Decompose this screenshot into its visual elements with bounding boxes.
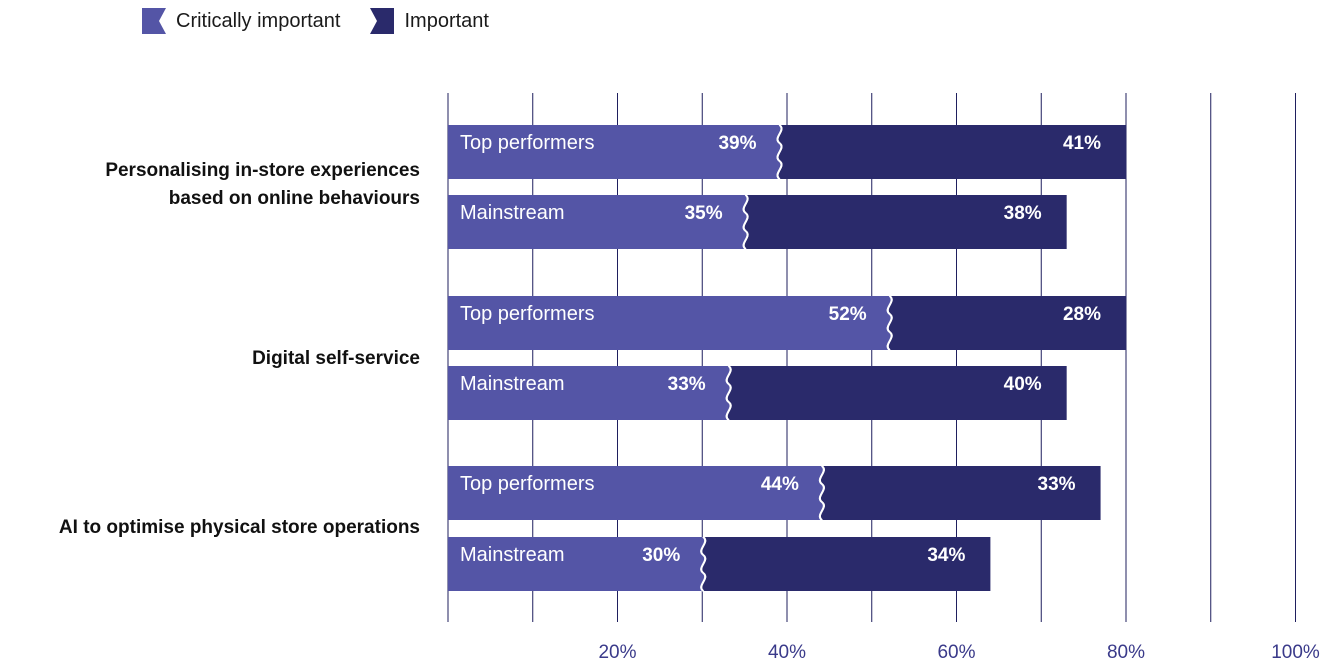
bar-group-label: Top performers [460, 132, 595, 154]
bar-critically-important [448, 537, 705, 591]
value-label-critically-important: 30% [642, 545, 680, 566]
x-tick-label: 40% [768, 642, 806, 663]
bar-important [727, 366, 1067, 420]
bar-critically-important [448, 195, 747, 249]
value-label-important: 41% [1063, 133, 1101, 154]
bar-important [744, 195, 1067, 249]
bar-separator [776, 124, 783, 180]
bar-critically-important [448, 466, 823, 520]
legend-item-important: Important [370, 8, 489, 34]
bar-important [702, 537, 991, 591]
bar-group-label: Top performers [460, 473, 595, 495]
bar-important [778, 125, 1126, 179]
legend-item-critically-important: Critically important [142, 8, 340, 34]
x-tick-label: 20% [598, 642, 636, 663]
value-label-critically-important: 33% [668, 374, 706, 395]
bar-separator [886, 295, 893, 351]
legend-swatch-important [370, 8, 395, 34]
bar-group-label: Top performers [460, 303, 595, 325]
x-tick-label: 80% [1107, 642, 1145, 663]
category-label: AI to optimise physical store operations [59, 517, 420, 538]
bar-separator [742, 194, 749, 250]
bar-critically-important [448, 125, 781, 179]
bar-critically-important [448, 296, 891, 350]
x-tick-label: 60% [937, 642, 975, 663]
legend-label-critically-important: Critically important [176, 9, 341, 32]
bar-group-label: Mainstream [460, 373, 564, 395]
category-label-line: Personalising in-store experiences [105, 160, 420, 181]
value-label-important: 33% [1038, 474, 1076, 495]
value-label-important: 34% [927, 545, 965, 566]
legend: Critically important Important [142, 8, 519, 34]
value-label-important: 38% [1004, 203, 1042, 224]
bar-critically-important [448, 366, 730, 420]
category-label-line: Digital self-service [252, 348, 420, 369]
value-label-important: 28% [1063, 304, 1101, 325]
legend-label-important: Important [404, 9, 489, 32]
bar-separator [818, 465, 825, 521]
bar-group-label: Mainstream [460, 544, 564, 566]
bar-important [888, 296, 1126, 350]
value-label-critically-important: 39% [718, 133, 756, 154]
value-label-critically-important: 35% [685, 203, 723, 224]
bar-separator [725, 365, 732, 421]
category-label-line: based on online behaviours [169, 188, 420, 209]
x-tick-label: 100% [1271, 642, 1320, 663]
category-label: Personalising in-store experiences based … [105, 160, 420, 209]
category-label-line: AI to optimise physical store operations [59, 517, 420, 538]
bar-group-label: Mainstream [460, 202, 564, 224]
category-label: Digital self-service [252, 348, 420, 369]
legend-swatch-critically-important [142, 8, 166, 34]
bar-separator [700, 536, 707, 592]
value-label-critically-important: 52% [829, 304, 867, 325]
value-label-critically-important: 44% [761, 474, 799, 495]
value-label-important: 40% [1004, 374, 1042, 395]
bar-important [820, 466, 1101, 520]
